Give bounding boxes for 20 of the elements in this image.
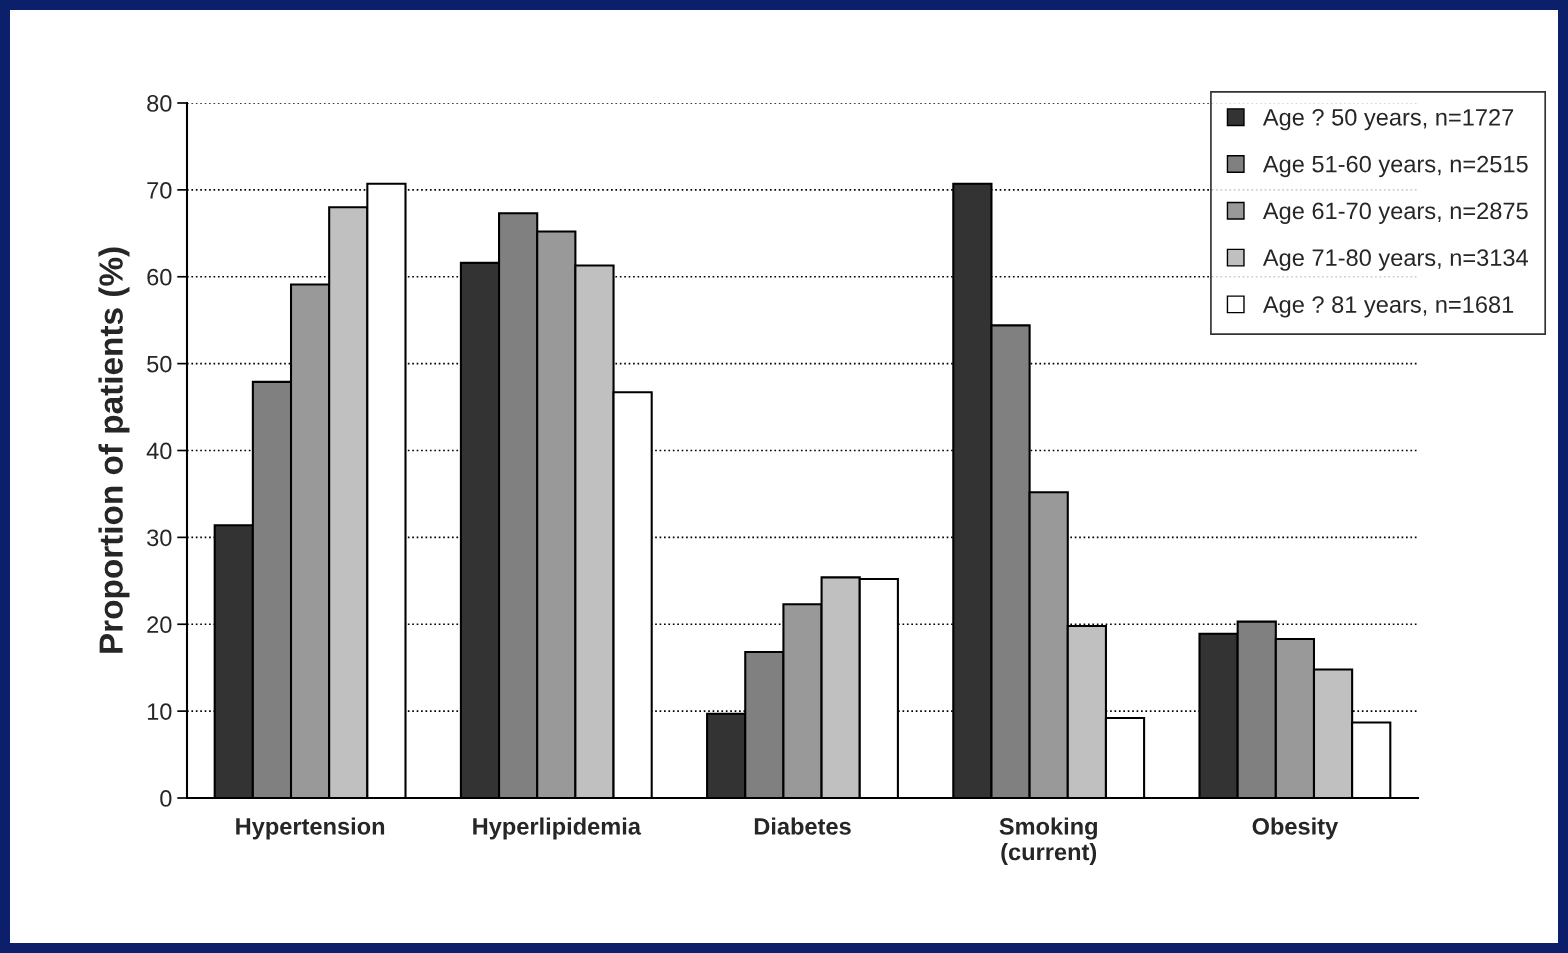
y-tick-label: 30 [147,529,172,547]
y-axis-title: Proportion of patients (%) [98,247,130,653]
y-tick-label: 70 [147,181,172,199]
y-tick-label: 40 [146,442,172,460]
x-tick-label: Diabetes [754,817,851,835]
legend-label: Age 71-80 years, n=3134 [1262,249,1528,271]
x-tick-label: Hyperlipidemia [473,817,642,840]
legend-label: Age ? 50 years, n=1727 [1262,108,1514,131]
legend-label: Age 51-60 years, n=2515 [1262,155,1528,178]
y-tick-label: 60 [147,268,172,286]
y-tick-label: 10 [147,703,172,720]
legend-label: Age ? 81 years, n=1681 [1262,296,1514,318]
x-tick-label: Obesity [1252,817,1339,840]
y-tick-label: 50 [147,355,172,373]
y-tick-label: 0 [160,790,172,807]
y-tick-label: 80 [147,95,172,112]
y-tick-label: 20 [147,616,172,634]
x-tick-label: Smoking (current) [999,817,1097,865]
legend-label: Age 61-70 years, n=2875 [1262,202,1528,224]
x-tick-label: Hypertension [236,817,385,840]
